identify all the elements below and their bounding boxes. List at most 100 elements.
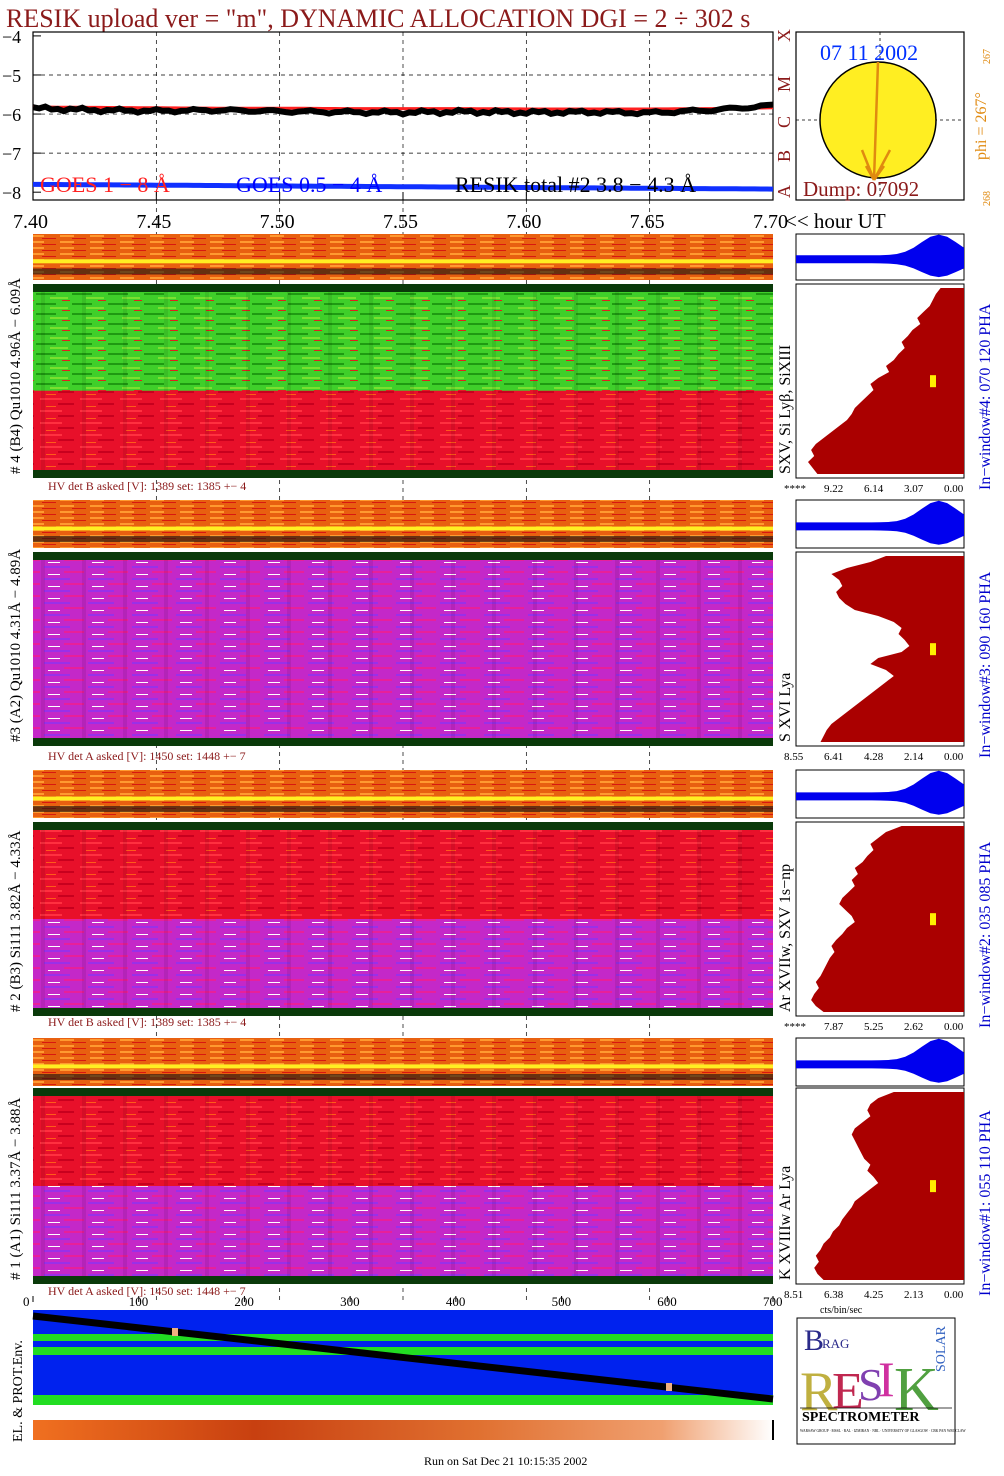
channel-time-stripe — [205, 560, 209, 738]
channel-time-stripe — [738, 560, 742, 738]
env-trend-line — [32, 1312, 774, 1403]
y-tick-label: −5 — [2, 66, 21, 86]
pha-tick-label: 9.22 — [824, 483, 843, 495]
channel-right-label: Ar XVIIw, SXV 1s−np — [777, 864, 794, 1012]
channel-time-stripe — [574, 560, 578, 738]
pha-tick-label: 6.38 — [824, 1289, 844, 1301]
channel-3: HV det A asked [V]: 1450 set: 1448 +− 7 #… — [8, 499, 994, 763]
pha-yellow-marker — [930, 375, 936, 388]
channel-time-stripe — [656, 560, 660, 738]
channel-time-stripe — [492, 830, 496, 1008]
phi-bottom-value: 268 — [982, 191, 993, 206]
channel-time-stripe — [574, 292, 578, 470]
logo-letter-e: E — [832, 1363, 864, 1420]
channel-time-stripe — [123, 292, 127, 470]
resik-total-curve — [32, 101, 774, 118]
logo-letter-b: B — [804, 1324, 824, 1357]
channel-time-stripe — [697, 560, 701, 738]
pha-red-profile — [814, 1092, 964, 1280]
channel-spectrum-main — [33, 552, 773, 746]
channel-4: HV det B asked [V]: 1389 set: 1385 +− 4 #… — [8, 233, 994, 495]
channel-time-stripe — [738, 292, 742, 470]
channel-time-stripe — [656, 830, 660, 1008]
goes-05-4-curve — [33, 181, 774, 192]
phi-value: 267 — [982, 49, 993, 64]
legend-goes-1-8: GOES 1 − 8 Å — [40, 172, 170, 197]
channel-left-label: # 4 (B4) Qu1010 4.96Å − 6.09Å — [8, 278, 24, 474]
env-marker-2 — [666, 1383, 672, 1391]
window-label: In−window#4: 070 120 PHA — [977, 303, 994, 490]
logo-spectrometer: SPECTROMETER — [802, 1410, 920, 1425]
channel-time-stripe — [164, 1096, 168, 1276]
pha-tick-label: 5.25 — [864, 1021, 884, 1033]
channel-dark-band — [33, 806, 773, 812]
bin-tick-label: 500 — [552, 1294, 572, 1309]
channel-top-edge — [33, 1088, 773, 1096]
hv-label: HV det B asked [V]: 1389 set: 1385 +− 4 — [48, 1015, 246, 1029]
channel-time-stripe — [410, 830, 414, 1008]
arrow-icon — [860, 61, 892, 181]
channel-time-stripe — [287, 560, 291, 738]
goes-class-letter: X — [774, 29, 794, 42]
logo-frame — [796, 1317, 956, 1445]
bin-tick-label: 600 — [657, 1294, 677, 1309]
goes-class-letter: B — [774, 150, 794, 162]
channel-yellow-line — [33, 796, 773, 801]
pha-tick-label: 7.87 — [824, 1021, 844, 1033]
pha-tick-label: 2.62 — [904, 1021, 923, 1033]
bin-tick-label: 700 — [763, 1294, 783, 1309]
pha-tick-label: 8.55 — [784, 751, 804, 763]
bin-tick-label: 400 — [446, 1294, 466, 1309]
channel-time-stripe — [369, 1096, 373, 1276]
channel-time-stripe — [369, 830, 373, 1008]
channel-time-stripe — [656, 292, 660, 470]
channel-spectrum-lower — [33, 919, 773, 1016]
channel-bottom-edge — [33, 738, 773, 746]
channel-yellow-line — [33, 526, 773, 531]
goes-class-letter: M — [774, 76, 794, 92]
footer-run-info: Run on Sat Dec 21 10:15:35 2002 — [424, 1454, 587, 1468]
channel-time-stripe — [533, 292, 537, 470]
pha-tick-label: 0.00 — [944, 1021, 964, 1033]
channel-time-stripe — [410, 292, 414, 470]
legend-goes-05-4: GOES 0.5 − 4 Å — [236, 172, 382, 197]
channel-dark-band — [33, 1074, 773, 1080]
channel-spectrum-lower — [33, 390, 773, 478]
pha-tick-label: 0.00 — [944, 483, 964, 495]
channel-time-stripe — [738, 830, 742, 1008]
channel-time-stripe — [123, 830, 127, 1008]
channel-time-stripe — [246, 830, 250, 1008]
environment-panel: EL. & PROT.Env. — [11, 1310, 774, 1442]
x-tick-label: 7.55 — [383, 211, 418, 233]
channel-time-stripe — [451, 292, 455, 470]
pha-blue-distribution — [796, 770, 964, 815]
channel-1: HV det A asked [V]: 1450 set: 1448 +− 7 #… — [8, 1037, 994, 1301]
channel-right-label: SXV, Si Lyβ, SiXIII — [777, 345, 794, 474]
pha-tick-label: 0.00 — [944, 1289, 964, 1301]
channel-top-edge — [33, 284, 773, 292]
channel-spectrum-lower — [33, 1186, 773, 1284]
y-tick-label: −8 — [2, 183, 21, 203]
channel-time-stripe — [533, 830, 537, 1008]
pha-blue-distribution — [796, 1038, 964, 1083]
y-tick-label: −7 — [2, 144, 21, 164]
logo-solar: SOLAR — [934, 1325, 949, 1372]
spectrometer-channels: HV det B asked [V]: 1389 set: 1385 +− 4 #… — [8, 233, 994, 1301]
channel-time-stripe — [82, 830, 86, 1008]
resik-logo: B RAG R E S I K SOLAR SPECTROMETER WARSA… — [796, 1317, 966, 1445]
y-tick-label: −6 — [2, 105, 21, 125]
hv-label: HV det A asked [V]: 1450 set: 1448 +− 7 — [48, 1284, 246, 1298]
x-tick-label: 7.60 — [506, 211, 541, 233]
channel-bottom-edge — [33, 1008, 773, 1016]
hv-label: HV det A asked [V]: 1450 set: 1448 +− 7 — [48, 749, 246, 763]
channel-time-stripe — [246, 560, 250, 738]
channel-time-stripe — [82, 560, 86, 738]
logo-letter-s: S — [858, 1359, 884, 1410]
channel-time-stripe — [738, 1096, 742, 1276]
channel-time-stripe — [82, 292, 86, 470]
channel-time-stripe — [615, 292, 619, 470]
channel-time-stripe — [205, 830, 209, 1008]
channel-left-label: #3 (A2) Qu1010 4.31Å − 4.89Å — [8, 549, 24, 742]
pha-tick-label: 2.14 — [904, 751, 924, 763]
hv-label: HV det B asked [V]: 1389 set: 1385 +− 4 — [48, 479, 246, 493]
